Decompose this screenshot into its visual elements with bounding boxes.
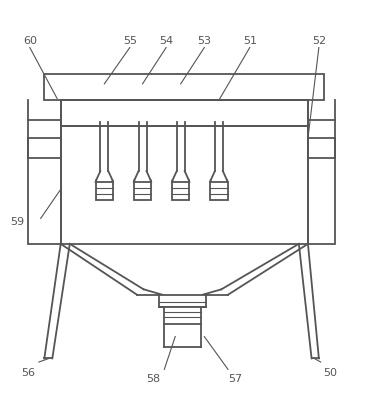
Bar (28, 120, 61, 244)
Text: 50: 50 (323, 368, 337, 378)
Bar (159, 295, 206, 308)
Bar (44, 74, 324, 100)
Text: 56: 56 (21, 368, 35, 378)
Text: 59: 59 (10, 217, 24, 227)
Text: 51: 51 (243, 36, 257, 46)
Bar (96, 182, 113, 200)
Text: 53: 53 (197, 36, 211, 46)
Bar (308, 139, 335, 159)
Text: 57: 57 (228, 374, 242, 384)
Text: 52: 52 (312, 36, 326, 46)
Bar (308, 120, 335, 244)
Text: 54: 54 (159, 36, 173, 46)
Text: 55: 55 (123, 36, 137, 46)
Bar (210, 182, 228, 200)
Bar (172, 182, 189, 200)
Text: 58: 58 (146, 374, 161, 384)
Text: 60: 60 (23, 36, 37, 46)
Bar (28, 139, 61, 159)
Bar (61, 100, 308, 126)
Bar (61, 126, 308, 244)
Bar (134, 182, 151, 200)
Bar (164, 308, 201, 324)
